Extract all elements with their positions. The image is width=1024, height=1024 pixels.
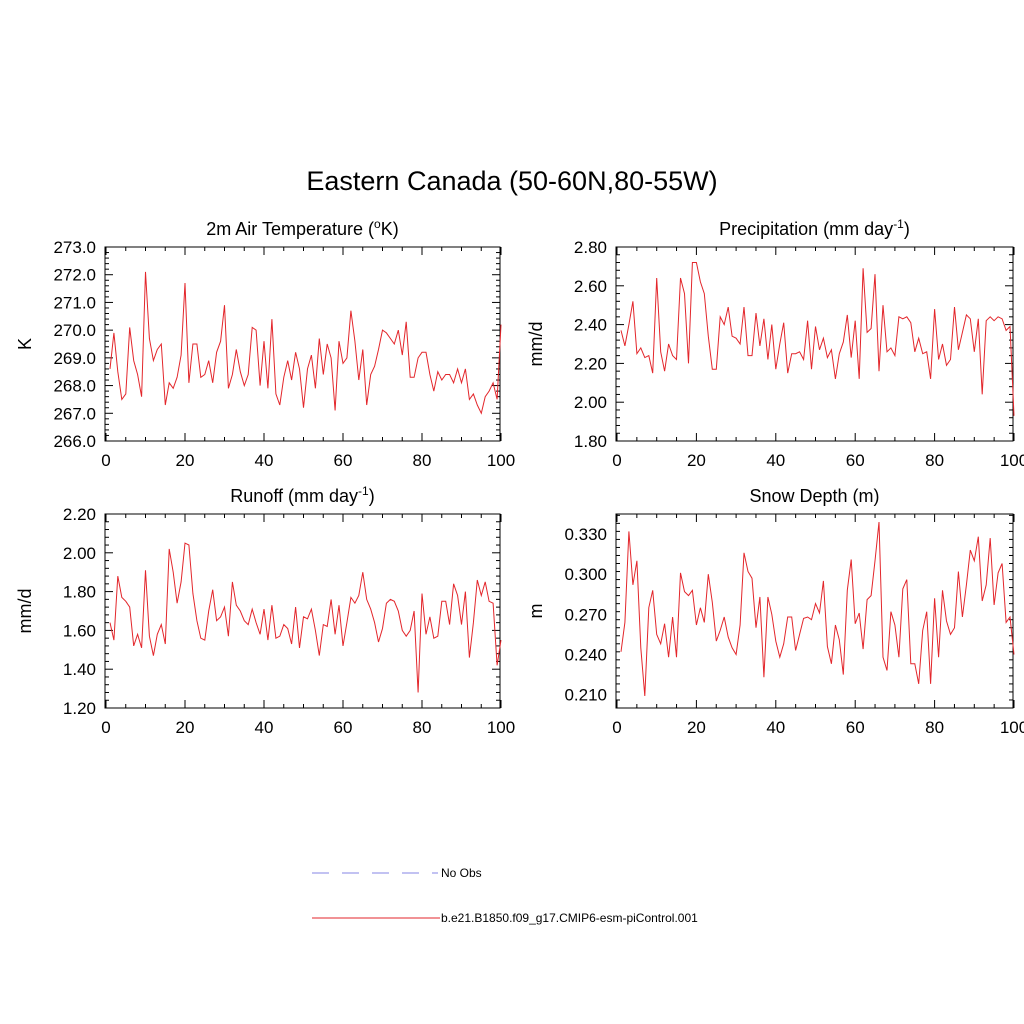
x-tick-label: 20 (687, 718, 706, 737)
x-tick-label: 20 (687, 451, 706, 470)
x-tick-label: 60 (334, 718, 353, 737)
x-tick-label: 80 (413, 451, 432, 470)
panel-title-text: Runoff (mm day (230, 486, 358, 506)
y-axis-label: mm/d (526, 322, 546, 367)
x-tick-label: 80 (413, 718, 432, 737)
x-tick-label: 0 (101, 451, 110, 470)
y-tick-label: 1.80 (63, 583, 96, 602)
y-tick-label: 2.00 (574, 393, 607, 412)
y-tick-label: 2.80 (574, 238, 607, 257)
x-tick-label: 60 (846, 451, 865, 470)
y-tick-label: 0.240 (564, 645, 607, 664)
y-axis-label: m (526, 604, 546, 619)
legend-solid-line-icon (312, 917, 440, 919)
y-tick-label: 270.0 (53, 321, 96, 340)
y-tick-label: 1.20 (63, 699, 96, 718)
legend-entry-model: b.e21.B1850.f09_g17.CMIP6-esm-piControl.… (312, 907, 812, 931)
y-tick-label: 0.300 (564, 565, 607, 584)
y-tick-label: 2.20 (63, 505, 96, 524)
panel-title-superscript: -1 (358, 484, 369, 498)
x-tick-label: 40 (255, 718, 274, 737)
chart-panel-1: 2m Air Temperature (oK) K 0 20 40 60 80 100 266.… (15, 217, 515, 470)
legend-label-model: b.e21.B1850.f09_g17.CMIP6-esm-piControl.… (441, 911, 698, 925)
y-tick-label: 2.00 (63, 544, 96, 563)
series-line (620, 521, 1015, 697)
chart-panel-3: Runoff (mm day-1) mm/d 0 20 40 60 80 100 1.20 1.4… (15, 484, 515, 737)
chart-panel-4: Snow Depth (m) m 0 20 40 60 80 100 0.210 0.240 0.2… (526, 486, 1024, 737)
panel-title-text: Precipitation (mm day (719, 219, 893, 239)
legend-entry-obs: No Obs (312, 862, 812, 886)
x-tick-label: 100 (1000, 451, 1024, 470)
legend-label-obs: No Obs (441, 866, 482, 880)
panel-title: 2m Air Temperature (oK) (206, 217, 398, 239)
x-tick-label: 80 (925, 718, 944, 737)
x-tick-label: 40 (766, 451, 785, 470)
x-tick-label: 0 (101, 718, 110, 737)
y-tick-label: 2.60 (574, 277, 607, 296)
series-line (620, 262, 1015, 416)
x-tick-label: 40 (255, 451, 274, 470)
panel-title-text: Snow Depth (m) (749, 486, 879, 506)
panel-title-text: 2m Air Temperature ( (206, 219, 374, 239)
y-tick-label: 0.330 (564, 525, 607, 544)
chart-panel-2: Precipitation (mm day-1) mm/d 0 20 40 60 80 100… (526, 217, 1024, 470)
y-tick-label: 266.0 (53, 432, 96, 451)
panel-title: Precipitation (mm day-1) (719, 217, 910, 239)
x-tick-label: 20 (176, 451, 195, 470)
x-tick-label: 100 (1000, 718, 1024, 737)
x-tick-label: 60 (846, 718, 865, 737)
y-tick-label: 267.0 (53, 404, 96, 423)
x-tick-label: 0 (612, 718, 621, 737)
panel-title: Snow Depth (m) (749, 486, 879, 506)
y-tick-label: 0.270 (564, 605, 607, 624)
x-tick-label: 40 (766, 718, 785, 737)
legend-dashed-line-icon (312, 872, 438, 874)
x-tick-label: 80 (925, 451, 944, 470)
y-tick-label: 1.80 (574, 432, 607, 451)
x-tick-label: 20 (176, 718, 195, 737)
panel-title: Runoff (mm day-1) (230, 484, 374, 506)
x-tick-label: 0 (612, 451, 621, 470)
panel-title-superscript: -1 (893, 217, 904, 231)
series-line (109, 271, 502, 415)
y-tick-label: 268.0 (53, 377, 96, 396)
y-tick-label: 1.60 (63, 621, 96, 640)
series-line (109, 542, 502, 693)
x-tick-label: 100 (487, 718, 515, 737)
y-tick-label: 271.0 (53, 293, 96, 312)
x-tick-label: 60 (334, 451, 353, 470)
figure-title: Eastern Canada (50-60N,80-55W) (306, 166, 718, 196)
y-tick-label: 1.40 (63, 660, 96, 679)
panel-title-superscript: o (374, 217, 381, 231)
plot-frame (615, 246, 1014, 442)
y-tick-label: 272.0 (53, 266, 96, 285)
x-tick-label: 100 (487, 451, 515, 470)
y-tick-label: 0.210 (564, 686, 607, 705)
plot-frame (104, 513, 501, 709)
panel-title-units: ) (904, 219, 910, 239)
y-tick-label: 2.20 (574, 354, 607, 373)
y-tick-label: 2.40 (574, 316, 607, 335)
plot-frame (615, 513, 1014, 709)
y-axis-label: K (15, 338, 35, 350)
plot-frame (104, 246, 501, 442)
y-tick-label: 273.0 (53, 238, 96, 257)
panel-title-units: ) (369, 486, 375, 506)
y-tick-label: 269.0 (53, 349, 96, 368)
y-axis-label: mm/d (15, 589, 35, 634)
panel-title-units: K) (381, 219, 399, 239)
